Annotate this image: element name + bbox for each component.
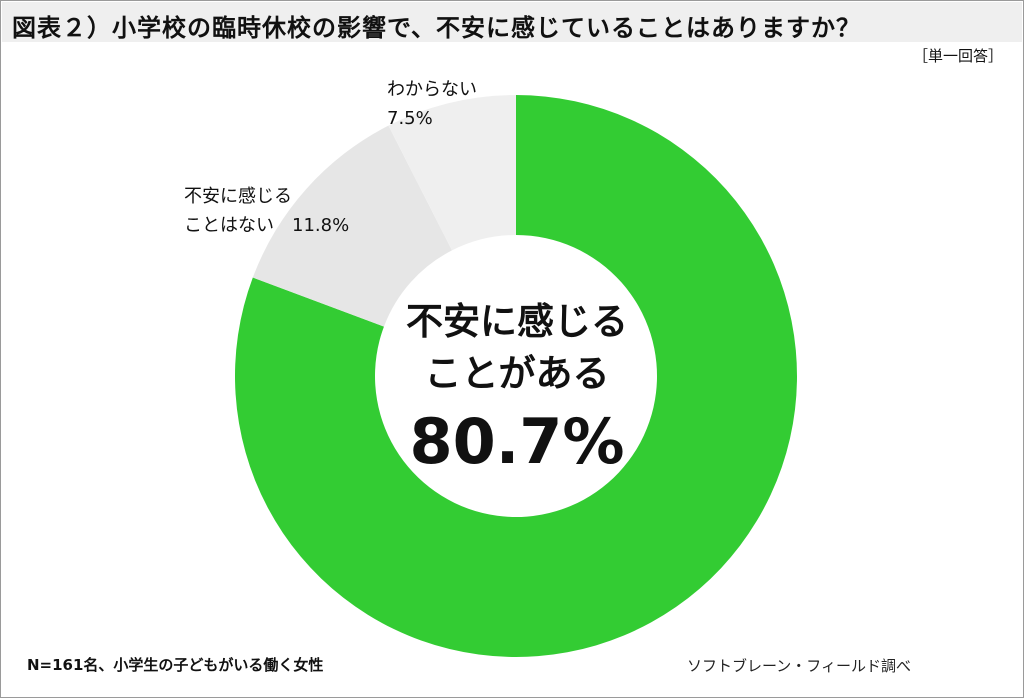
slice-label-dont-know: わからない 7.5% — [387, 75, 477, 133]
slice-label-not-anxious-line1: 不安に感じる — [184, 186, 292, 207]
slice-label-dont-know-line2: 7.5% — [387, 108, 433, 129]
slice-value-anxious: 80.7% — [409, 405, 625, 478]
slice-label-not-anxious-line2: ことはない 11.8% — [184, 215, 350, 236]
source-note: ソフトブレーン・フィールド調べ — [687, 657, 911, 675]
title-bar: 図表２）小学校の臨時休校の影響で、不安に感じていることはありますか？ — [2, 2, 1022, 42]
slice-label-anxious-line1: 不安に感じる — [406, 300, 628, 343]
sample-note: N=161名、小学生の子どもがいる働く女性 — [27, 656, 324, 674]
slice-dont-know — [388, 95, 516, 251]
slice-not-anxious — [252, 125, 452, 327]
chart-title: 図表２）小学校の臨時休校の影響で、不安に感じていることはありますか？ — [12, 14, 862, 42]
slice-label-anxious: 不安に感じる ことがある 80.7% — [357, 296, 677, 480]
slice-label-dont-know-line1: わからない — [387, 79, 477, 100]
slice-label-anxious-line2: ことがある — [424, 352, 610, 395]
slice-anxious — [234, 95, 797, 658]
slice-label-not-anxious: 不安に感じる ことはない 11.8% — [184, 182, 349, 240]
answer-type-label: ［単一回答］ — [912, 47, 1003, 65]
